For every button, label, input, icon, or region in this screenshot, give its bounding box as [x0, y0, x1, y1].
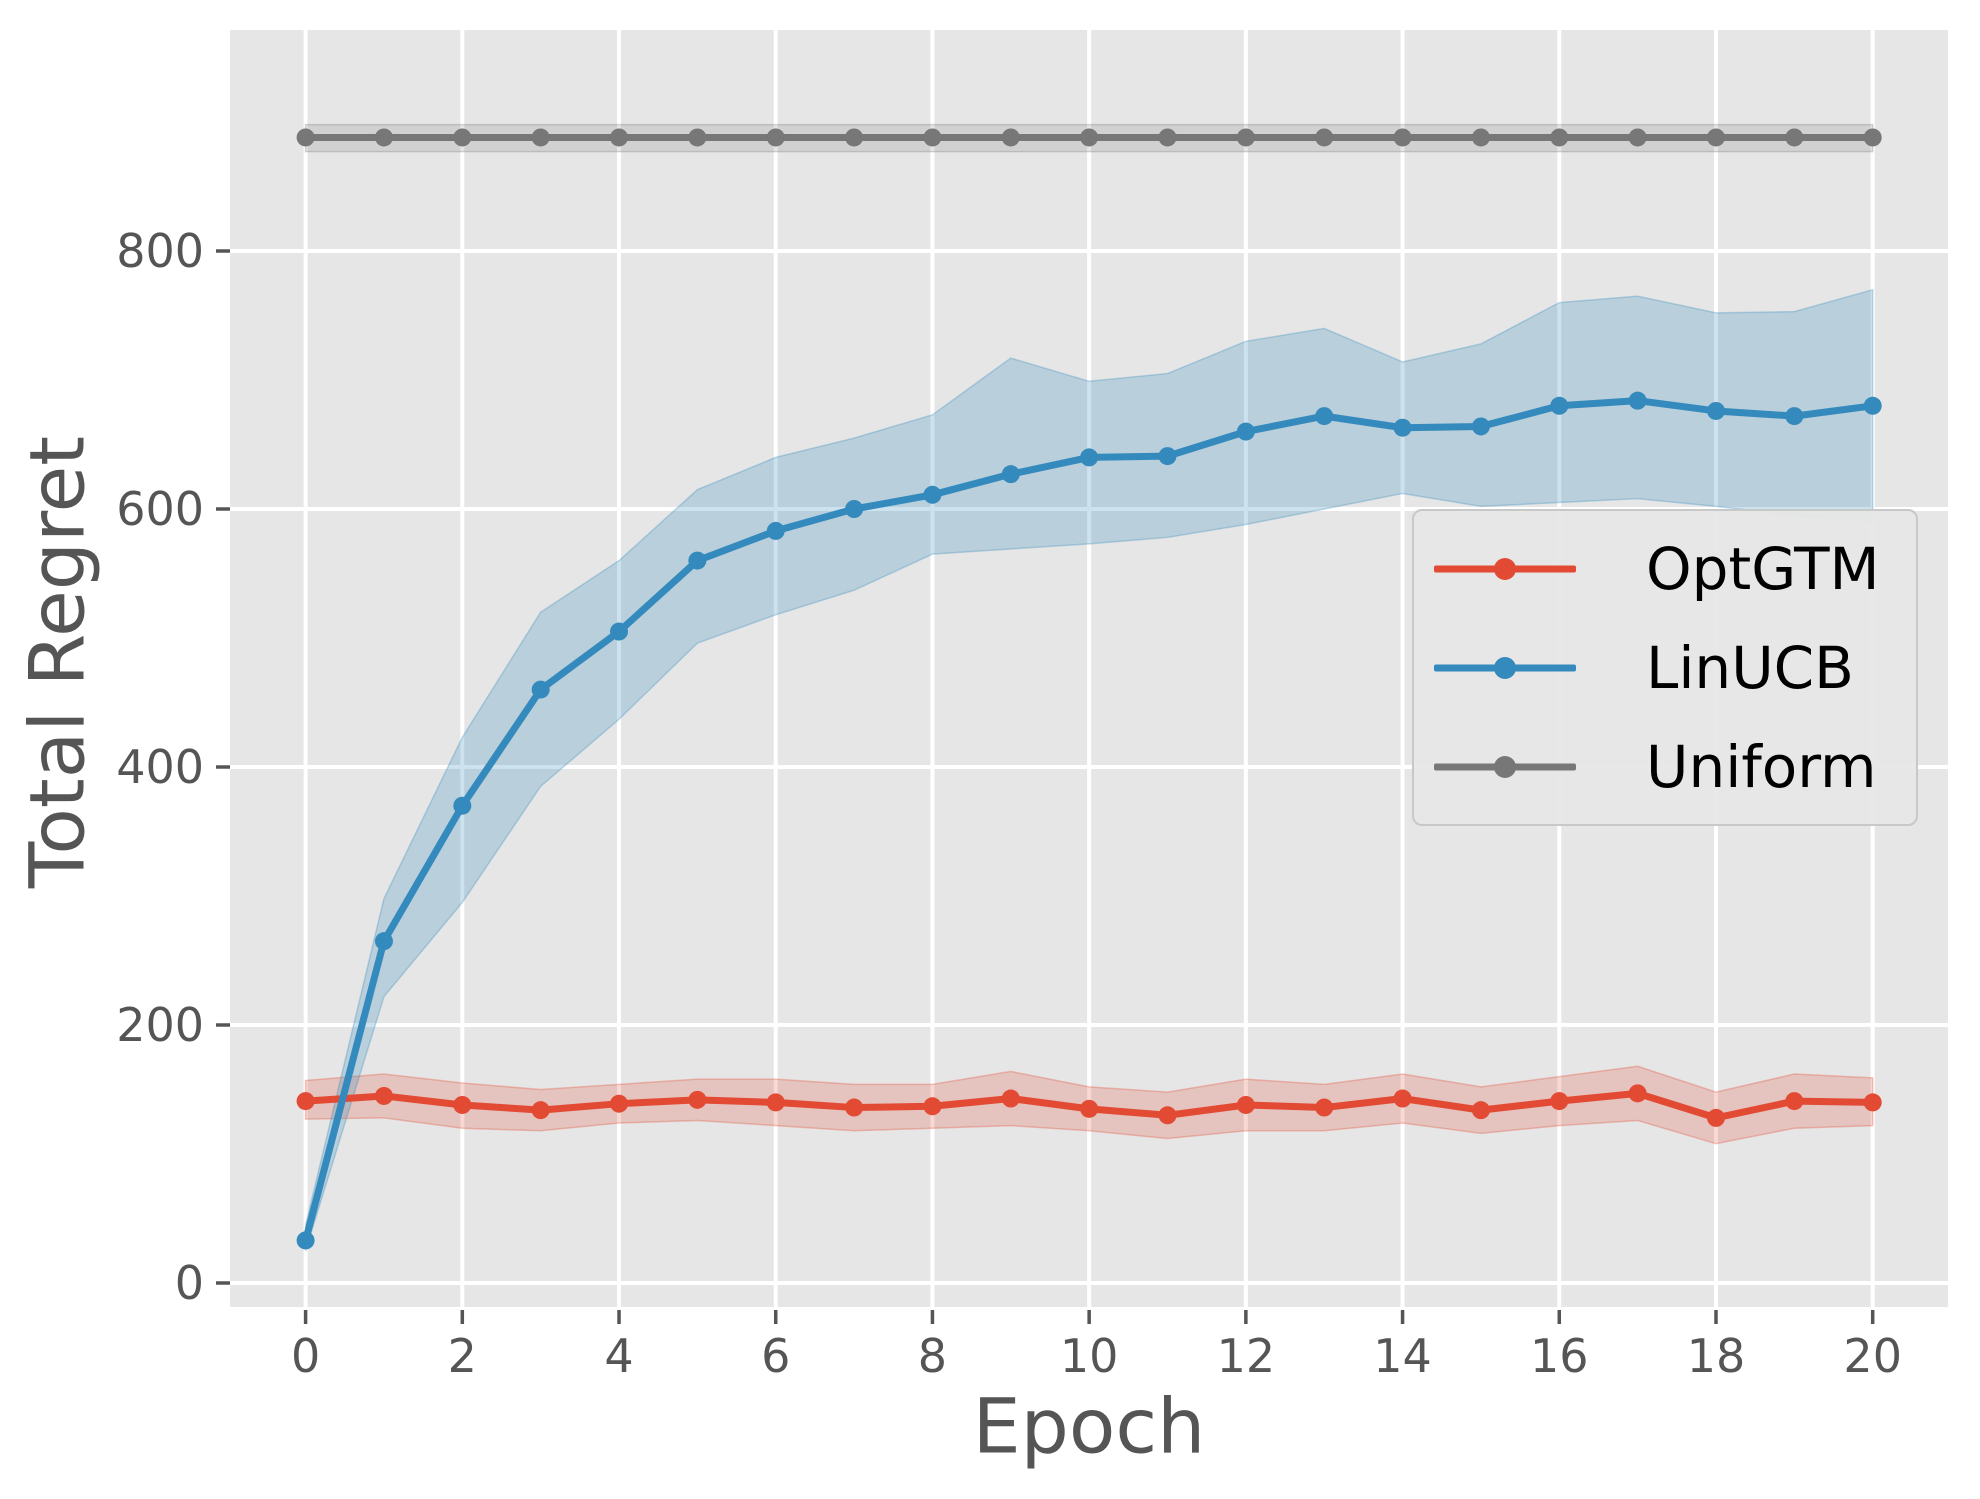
x-tick-label: 0 [291, 1329, 320, 1383]
data-point-optgtm [531, 1101, 550, 1120]
data-point-uniform [1628, 128, 1647, 147]
data-point-uniform [1863, 128, 1882, 147]
y-tick-label: 200 [116, 998, 204, 1052]
data-point-optgtm [610, 1094, 629, 1113]
data-point-optgtm [1236, 1095, 1255, 1114]
data-point-optgtm [453, 1095, 472, 1114]
legend-swatch-optgtm [1434, 557, 1576, 581]
y-tick-label: 400 [116, 740, 204, 794]
data-point-uniform [610, 128, 629, 147]
circle-marker-icon [1494, 656, 1516, 679]
data-point-linucb [296, 1231, 315, 1250]
data-point-uniform [1785, 128, 1804, 147]
x-tick-label: 4 [604, 1329, 633, 1383]
data-point-uniform [1471, 128, 1490, 147]
data-point-uniform [453, 128, 472, 147]
data-point-linucb [1785, 407, 1804, 426]
data-point-linucb [1001, 465, 1020, 484]
data-point-uniform [1393, 128, 1412, 147]
data-point-linucb [688, 551, 707, 570]
data-point-linucb [766, 521, 785, 540]
data-point-optgtm [1001, 1089, 1020, 1108]
legend-item-linucb: LinUCB [1434, 618, 1916, 717]
data-point-linucb [1158, 447, 1177, 466]
data-point-uniform [845, 128, 864, 147]
x-tick-label: 16 [1530, 1329, 1589, 1383]
data-point-optgtm [1863, 1093, 1882, 1112]
legend-label: Uniform [1646, 732, 1877, 801]
x-tick-label: 10 [1060, 1329, 1119, 1383]
data-point-linucb [610, 622, 629, 641]
legend: OptGTM LinUCB Uniform [1412, 509, 1918, 826]
data-point-uniform [766, 128, 785, 147]
data-point-optgtm [923, 1097, 942, 1116]
x-tick-label: 2 [448, 1329, 477, 1383]
data-point-linucb [1706, 401, 1725, 420]
data-point-uniform [374, 128, 393, 147]
data-point-optgtm [1158, 1106, 1177, 1125]
data-point-linucb [845, 500, 864, 518]
data-point-uniform [1706, 128, 1725, 147]
data-point-uniform [1550, 128, 1569, 147]
data-point-optgtm [296, 1092, 315, 1111]
x-tick-label: 18 [1687, 1329, 1746, 1383]
legend-item-uniform: Uniform [1434, 717, 1916, 816]
data-point-linucb [923, 485, 942, 504]
data-point-uniform [1001, 128, 1020, 147]
data-point-linucb [374, 932, 393, 951]
data-point-optgtm [1471, 1101, 1490, 1120]
x-tick-label: 12 [1217, 1329, 1276, 1383]
data-point-optgtm [688, 1090, 707, 1109]
legend-item-optgtm: OptGTM [1434, 519, 1916, 618]
data-point-optgtm [1706, 1108, 1725, 1127]
circle-marker-icon [1494, 755, 1516, 778]
data-point-optgtm [1080, 1099, 1099, 1118]
data-point-uniform [1315, 128, 1334, 147]
legend-label: LinUCB [1646, 633, 1854, 702]
data-point-optgtm [766, 1093, 785, 1112]
y-tick-label: 600 [116, 482, 204, 536]
data-point-optgtm [1315, 1098, 1334, 1117]
circle-marker-icon [1494, 557, 1516, 580]
data-point-linucb [1471, 417, 1490, 436]
x-axis-label: Epoch [972, 1381, 1206, 1471]
y-axis-label: Total Regret [12, 435, 102, 889]
data-point-optgtm [845, 1098, 864, 1117]
legend-swatch-linucb [1434, 656, 1576, 680]
legend-swatch-uniform [1434, 755, 1576, 779]
data-point-linucb [1628, 391, 1647, 410]
data-point-optgtm [1628, 1084, 1647, 1103]
data-point-uniform [923, 128, 942, 147]
data-point-linucb [1550, 396, 1569, 415]
data-point-linucb [1393, 418, 1412, 437]
legend-label: OptGTM [1646, 534, 1880, 603]
data-point-optgtm [1785, 1092, 1804, 1111]
data-point-linucb [1863, 396, 1882, 415]
data-point-uniform [688, 128, 707, 147]
data-point-optgtm [1550, 1092, 1569, 1111]
x-tick-label: 14 [1373, 1329, 1432, 1383]
x-tick-label: 20 [1843, 1329, 1902, 1383]
y-tick-label: 0 [175, 1256, 204, 1310]
data-point-uniform [296, 128, 315, 147]
data-point-linucb [453, 796, 472, 815]
data-point-linucb [1315, 407, 1334, 426]
x-tick-label: 6 [761, 1329, 790, 1383]
data-point-uniform [1158, 128, 1177, 147]
x-tick-label: 8 [918, 1329, 947, 1383]
data-point-linucb [1080, 448, 1099, 467]
data-point-optgtm [1393, 1089, 1412, 1108]
data-point-uniform [1236, 128, 1255, 147]
data-point-uniform [531, 128, 550, 147]
data-point-uniform [1080, 128, 1099, 147]
data-point-optgtm [374, 1086, 393, 1105]
data-point-linucb [1236, 422, 1255, 441]
y-tick-label: 800 [116, 224, 204, 278]
data-point-linucb [531, 680, 550, 699]
